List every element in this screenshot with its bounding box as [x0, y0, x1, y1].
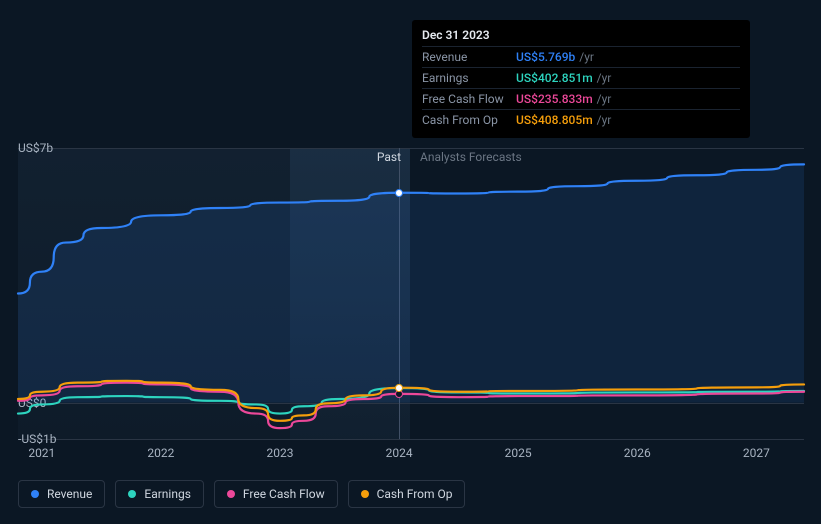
tooltip-row-value: US$402.851m — [516, 71, 593, 85]
legend-item-free-cash-flow[interactable]: Free Cash Flow — [214, 480, 338, 508]
x-axis-tick-label: 2027 — [743, 446, 770, 460]
legend-dot-icon — [227, 490, 235, 498]
x-axis-tick-label: 2026 — [624, 446, 651, 460]
tooltip-row-label: Revenue — [422, 50, 516, 64]
legend-item-label: Cash From Op — [377, 487, 453, 501]
x-axis-tick-label: 2021 — [28, 446, 55, 460]
legend-item-label: Free Cash Flow — [243, 487, 325, 501]
tooltip-row-value: US$235.833m — [516, 92, 593, 106]
tooltip-row-label: Earnings — [422, 71, 516, 85]
chart-tooltip: Dec 31 2023 RevenueUS$5.769b/yrEarningsU… — [412, 20, 750, 138]
legend-item-label: Earnings — [144, 487, 191, 501]
tooltip-row-unit: /yr — [597, 113, 612, 127]
legend-item-cash-from-op[interactable]: Cash From Op — [348, 480, 466, 508]
tooltip-row-label: Free Cash Flow — [422, 92, 516, 106]
tooltip-row: RevenueUS$5.769b/yr — [422, 46, 740, 67]
chart-plot-area[interactable] — [18, 148, 804, 439]
tooltip-date: Dec 31 2023 — [422, 28, 740, 46]
series-area-revenue — [18, 164, 804, 402]
tooltip-row: Cash From OpUS$408.805m/yr — [422, 109, 740, 130]
tooltip-row-value: US$408.805m — [516, 113, 593, 127]
tooltip-row-unit: /yr — [597, 71, 612, 85]
marker-cfo — [395, 384, 403, 392]
chart-legend: Revenue Earnings Free Cash Flow Cash From O… — [18, 480, 465, 508]
x-axis-tick-label: 2022 — [147, 446, 174, 460]
x-axis-tick-label: 2024 — [386, 446, 413, 460]
tooltip-row-value: US$5.769b — [516, 50, 575, 64]
legend-item-revenue[interactable]: Revenue — [18, 480, 105, 508]
tooltip-row: Free Cash FlowUS$235.833m/yr — [422, 88, 740, 109]
legend-item-earnings[interactable]: Earnings — [115, 480, 204, 508]
x-axis-tick-label: 2023 — [267, 446, 294, 460]
tooltip-row-label: Cash From Op — [422, 113, 516, 127]
x-axis-tick-label: 2025 — [505, 446, 532, 460]
tooltip-row-unit: /yr — [579, 50, 594, 64]
gridline-horizontal — [18, 439, 804, 440]
legend-dot-icon — [31, 490, 39, 498]
tooltip-row: EarningsUS$402.851m/yr — [422, 67, 740, 88]
legend-item-label: Revenue — [47, 487, 92, 501]
legend-dot-icon — [361, 490, 369, 498]
tooltip-row-unit: /yr — [597, 92, 612, 106]
marker-revenue — [395, 189, 403, 197]
legend-dot-icon — [128, 490, 136, 498]
